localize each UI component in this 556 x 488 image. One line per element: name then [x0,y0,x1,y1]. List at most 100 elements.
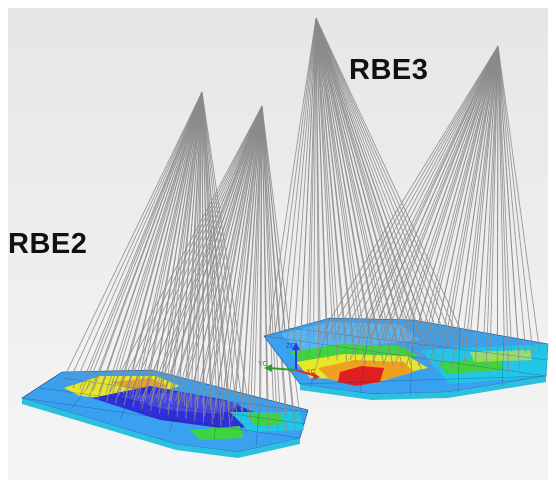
rbe3-spoke [267,17,317,339]
rbe3-spoke [406,45,499,365]
rbe3-spoke [417,45,499,366]
rbe3-spoke [482,45,499,350]
rbe3-spoke-group [267,17,541,375]
rbe2-spoke [72,91,203,389]
rbe2-spoke [240,105,263,424]
rbe3-spoke [315,17,441,373]
rbe2-spoke [227,105,263,409]
rbe2-spoke [167,91,203,415]
rbe3-spoke [497,45,541,355]
rbe2-spoke [109,105,263,393]
rbe3-spoke [355,45,499,340]
rbe3-spoke [315,17,438,349]
rbe3-spoke [347,45,499,339]
rbe3-spoke [447,45,499,347]
rbe3-spoke [462,45,499,370]
rbe3-spoke [340,45,499,338]
rbe3-spoke [397,45,499,343]
rbe2-spoke [261,105,275,415]
yc-label: YC [258,361,268,368]
rbe2-spoke-group [59,91,301,435]
rbe2-spoke [253,105,263,412]
rbe2-spoke [155,105,263,399]
rbe3-spoke [315,17,419,348]
rbe2-spoke [131,91,203,398]
rbe3-spoke [315,17,385,366]
rbe2-spoke [85,91,203,391]
rbe2-spoke [231,105,263,422]
rbe3-spoke [326,45,499,337]
rbe3-spoke [474,45,499,371]
rbe3-spoke [315,17,341,343]
coordinate-triad: ZC YC XC [258,342,320,380]
rbe2-spoke [249,105,263,426]
rbe2-spoke [79,91,203,397]
rbe3-spoke [372,45,499,363]
rbe2-spoke [164,91,203,403]
rbe2-spoke [194,91,203,421]
rbe2-spoke [176,105,263,412]
rbe3-spoke [376,45,499,341]
rbe3-spoke [360,45,499,362]
rbe2-spoke [59,91,203,387]
rbe2-spoke [201,91,231,429]
rbe3-label: RBE3 [349,54,429,86]
rbe2-spoke [167,105,263,410]
rbe2-spoke [105,91,203,394]
rbe2-spoke [258,105,263,427]
rbe3-spoke [315,17,366,364]
rbe2-spoke [201,91,238,414]
rbe3-spoke [333,45,499,338]
rbe3-spoke [313,17,317,341]
xc-axis [295,369,317,377]
rbe2-spoke [148,105,263,406]
rbe3-spoke [315,17,412,347]
rbe3-spoke [315,17,386,346]
rbe2-spoke [212,105,263,419]
rbe3-spoke [315,17,360,344]
rbe3-spoke [383,45,499,363]
rbe3-spoke [496,45,499,373]
rbe2-spoke [181,105,263,403]
rbe2-spoke [201,91,244,416]
yc-arrow-icon [264,364,272,372]
rbe3-spoke [315,17,404,368]
rbe3-spoke [315,17,357,363]
rbe2-spoke [261,105,297,435]
rbe3-spoke [489,45,499,350]
rbe3-spoke [497,45,505,352]
rbe3-spoke [315,17,422,371]
rbe3-spoke [280,17,317,339]
rbe2-spoke [201,91,222,427]
rbe3-spoke [497,45,510,374]
rbe3-spoke [497,45,521,375]
rbe2-spoke [185,105,263,413]
rbe2-spoke [106,91,203,402]
rbe2-spoke [138,91,203,399]
rbe3-spoke [461,45,499,348]
rbe2-spoke [88,91,203,399]
rbe3-spoke [315,17,367,344]
rbe3-spoke [315,17,348,362]
rbe2-spoke [97,91,203,400]
rbe3-spoke [497,45,527,353]
rbe3-spoke [497,45,534,354]
rbe3-spoke [274,17,317,339]
rbe2-label: RBE2 [8,228,88,260]
rbe2-spoke [129,105,263,395]
rbe3-spoke [315,17,329,360]
rbe2-spoke [157,105,263,408]
rbe3-spoke [468,45,499,349]
rbe2-spoke [222,105,263,420]
rbe2-spoke [220,105,263,408]
rbe3-spoke [440,45,499,346]
zc-arrow-icon [292,342,300,350]
rbe2-spoke [175,105,263,402]
rbe3-spoke [293,17,317,340]
rbe3-spoke [315,17,394,367]
rbe3-spoke [428,45,499,367]
rbe3-spoke [451,45,499,369]
rbe3-spoke [315,17,334,342]
